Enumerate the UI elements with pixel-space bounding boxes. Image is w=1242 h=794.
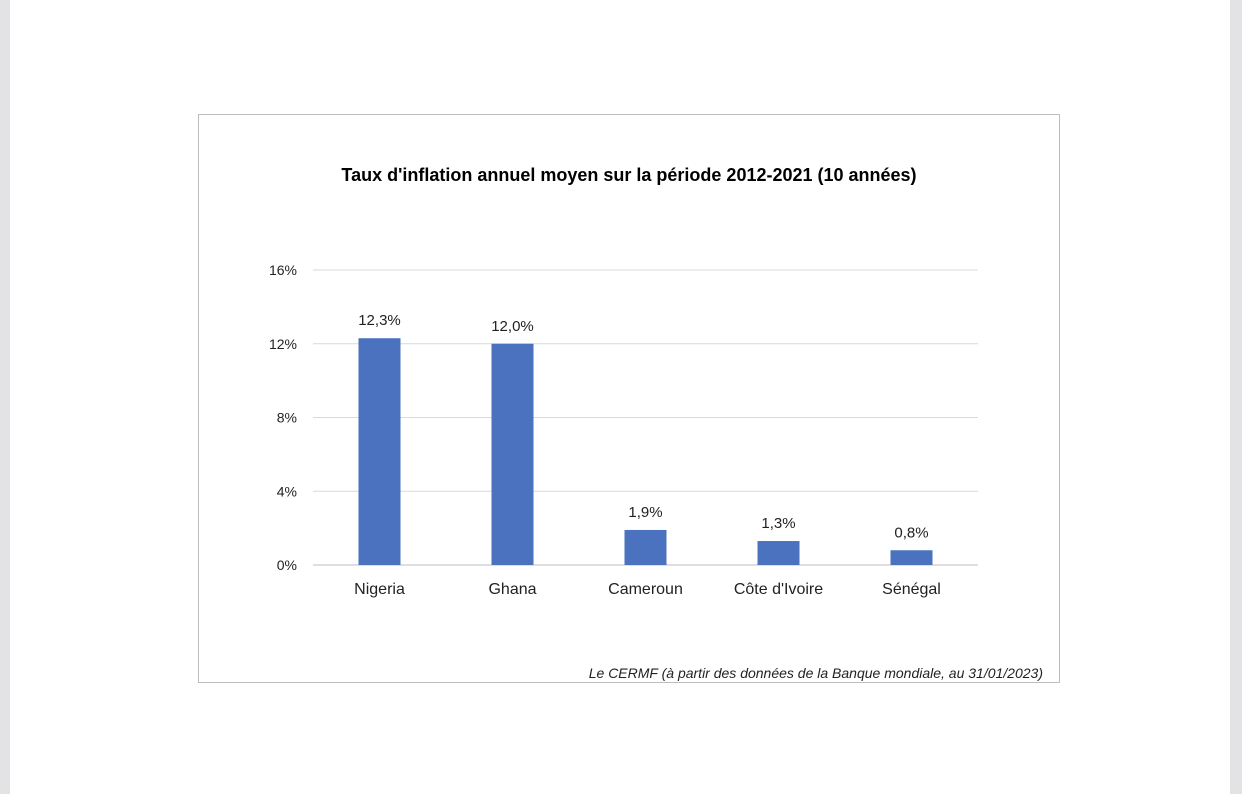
x-tick-label: Cameroun — [608, 581, 683, 598]
x-tick-label: Nigeria — [354, 581, 405, 598]
data-label: 1,3% — [761, 515, 795, 532]
y-tick-label: 8% — [277, 410, 297, 426]
y-tick-label: 0% — [277, 557, 297, 573]
chart-source-note: Le CERMF (à partir des données de la Ban… — [589, 665, 1043, 681]
inflation-bar-chart: Taux d'inflation annuel moyen sur la pér… — [269, 165, 1043, 681]
x-tick-label: Ghana — [488, 581, 536, 598]
y-tick-label: 16% — [269, 262, 297, 278]
data-label: 0,8% — [894, 524, 928, 541]
x-tick-label: Côte d'Ivoire — [734, 581, 823, 598]
bar-cameroun — [624, 529, 667, 565]
bar-ghana — [491, 343, 534, 565]
bar-c-te-d-ivoire — [757, 541, 800, 565]
x-tick-label: Sénégal — [882, 581, 941, 598]
bar-s-n-gal — [890, 550, 933, 565]
bar-nigeria — [358, 338, 401, 565]
data-label: 1,9% — [628, 504, 662, 521]
y-tick-label: 4% — [277, 483, 297, 499]
data-label: 12,3% — [358, 312, 401, 329]
chart-title: Taux d'inflation annuel moyen sur la pér… — [341, 165, 916, 185]
document-page: Taux d'inflation annuel moyen sur la pér… — [10, 0, 1230, 794]
y-tick-label: 12% — [269, 336, 297, 352]
chart-frame: Taux d'inflation annuel moyen sur la pér… — [198, 114, 1060, 683]
data-label: 12,0% — [491, 318, 534, 335]
